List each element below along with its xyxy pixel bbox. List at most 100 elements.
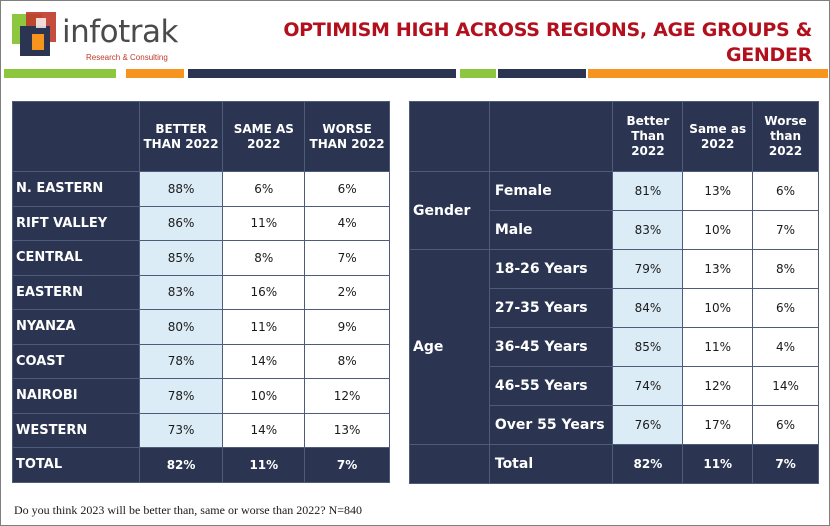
region-better: 88% [138, 171, 224, 207]
region-better: 85% [138, 240, 224, 276]
region-same: 10% [222, 378, 306, 414]
demo-total-better: 82% [612, 444, 684, 484]
demo-label: 36-45 Years [488, 327, 614, 367]
demo-label: Male [488, 210, 614, 250]
demo-label: 18-26 Years [488, 249, 614, 289]
demo-header-blank-1 [409, 101, 490, 172]
demo-same: 10% [682, 288, 754, 328]
infotrak-logo-icon [12, 12, 56, 56]
regions-header-worse: WORSE THAN 2022 [304, 101, 390, 172]
regions-table: BETTER THAN 2022 SAME AS 2022 WORSE THAN… [12, 101, 390, 483]
regions-header-better: BETTER THAN 2022 [138, 101, 224, 172]
region-label: NYANZA [12, 309, 140, 345]
stripe-orange-2 [588, 69, 828, 78]
demo-better: 84% [612, 288, 684, 328]
demo-total-worse: 7% [752, 444, 819, 484]
region-same: 16% [222, 274, 306, 310]
total-group-blank [409, 444, 490, 484]
demo-same: 11% [682, 327, 754, 367]
total-same: 11% [222, 447, 306, 483]
region-label: N. EASTERN [12, 171, 140, 207]
region-label: NAIROBI [12, 378, 140, 414]
region-label: COAST [12, 343, 140, 379]
demo-better: 74% [612, 366, 684, 406]
demo-same: 13% [682, 171, 754, 211]
demo-same: 10% [682, 210, 754, 250]
brand-name: infotrak [62, 14, 179, 50]
region-label: CENTRAL [12, 240, 140, 276]
demo-header-worse: Worse than 2022 [752, 101, 819, 172]
table-row: 27-35 Years 84% 10% 6% [410, 288, 819, 328]
demo-same: 13% [682, 249, 754, 289]
region-worse: 9% [304, 309, 390, 345]
region-worse: 13% [304, 412, 390, 448]
region-worse: 6% [304, 171, 390, 207]
table-row: Gender Female 81% 13% 6% [409, 171, 819, 250]
table-row: WESTERN 73% 14% 13% [12, 412, 390, 448]
page-title-line-2: GENDER [725, 44, 812, 66]
table-row: 36-45 Years 85% 11% 4% [410, 327, 819, 367]
region-better: 86% [138, 205, 224, 241]
age-group-label: Age [409, 249, 490, 445]
region-better: 83% [138, 274, 224, 310]
table-row: N. EASTERN 88% 6% 6% [12, 171, 390, 207]
table-row: COAST 78% 14% 8% [12, 343, 390, 379]
region-same: 14% [222, 412, 306, 448]
demo-label: 27-35 Years [488, 288, 614, 328]
region-worse: 7% [304, 240, 390, 276]
table-row: CENTRAL 85% 8% 7% [12, 240, 390, 276]
demo-worse: 6% [752, 405, 819, 445]
region-label: WESTERN [12, 412, 140, 448]
demo-worse: 6% [752, 288, 819, 328]
stripe-navy-2 [498, 69, 586, 78]
regions-header-blank [12, 101, 140, 172]
region-worse: 8% [304, 343, 390, 379]
demo-better: 76% [612, 405, 684, 445]
demo-same: 17% [682, 405, 754, 445]
demo-better: 83% [612, 210, 684, 250]
table-row: NAIROBI 78% 10% 12% [12, 378, 390, 414]
region-better: 73% [138, 412, 224, 448]
demo-worse: 4% [752, 327, 819, 367]
region-same: 8% [222, 240, 306, 276]
stripe-orange-1 [126, 69, 184, 78]
demo-label: 46-55 Years [488, 366, 614, 406]
table-row: EASTERN 83% 16% 2% [12, 274, 390, 310]
total-label: TOTAL [12, 447, 140, 483]
region-label: RIFT VALLEY [12, 205, 140, 241]
stripe-green-1 [4, 69, 116, 78]
table-row: Age 18-26 Years 79% 13% 8% [409, 249, 819, 445]
demo-total-label: Total [488, 444, 614, 484]
demo-same: 12% [682, 366, 754, 406]
table-row: Male 83% 10% 7% [410, 210, 819, 250]
demo-worse: 8% [752, 249, 819, 289]
brand-tagline: Research & Consulting [86, 53, 168, 62]
region-same: 11% [222, 205, 306, 241]
demo-better: 79% [612, 249, 684, 289]
demo-label: Over 55 Years [488, 405, 614, 445]
demo-better: 81% [612, 171, 684, 211]
region-better: 80% [138, 309, 224, 345]
region-better: 78% [138, 343, 224, 379]
survey-question-footnote: Do you think 2023 will be better than, s… [14, 503, 363, 517]
total-better: 82% [138, 447, 224, 483]
demo-worse: 7% [752, 210, 819, 250]
demo-worse: 14% [752, 366, 819, 406]
total-row: Total 82% 11% 7% [409, 444, 819, 484]
region-worse: 12% [304, 378, 390, 414]
region-same: 6% [222, 171, 306, 207]
total-worse: 7% [304, 447, 390, 483]
table-row: RIFT VALLEY 86% 11% 4% [12, 205, 390, 241]
demo-label: Female [488, 171, 614, 211]
table-row: Over 55 Years 76% 17% 6% [410, 405, 819, 445]
region-worse: 4% [304, 205, 390, 241]
demo-header-same: Same as 2022 [682, 101, 754, 172]
page-title-line-1: OPTIMISM HIGH ACROSS REGIONS, AGE GROUPS… [283, 19, 812, 41]
stripe-navy [188, 69, 456, 78]
demo-better: 85% [612, 327, 684, 367]
region-better: 78% [138, 378, 224, 414]
demo-header-better: Better Than 2022 [612, 101, 684, 172]
region-label: EASTERN [12, 274, 140, 310]
demo-worse: 6% [752, 171, 819, 211]
demographics-table: Better Than 2022 Same as 2022 Worse than… [409, 101, 819, 484]
